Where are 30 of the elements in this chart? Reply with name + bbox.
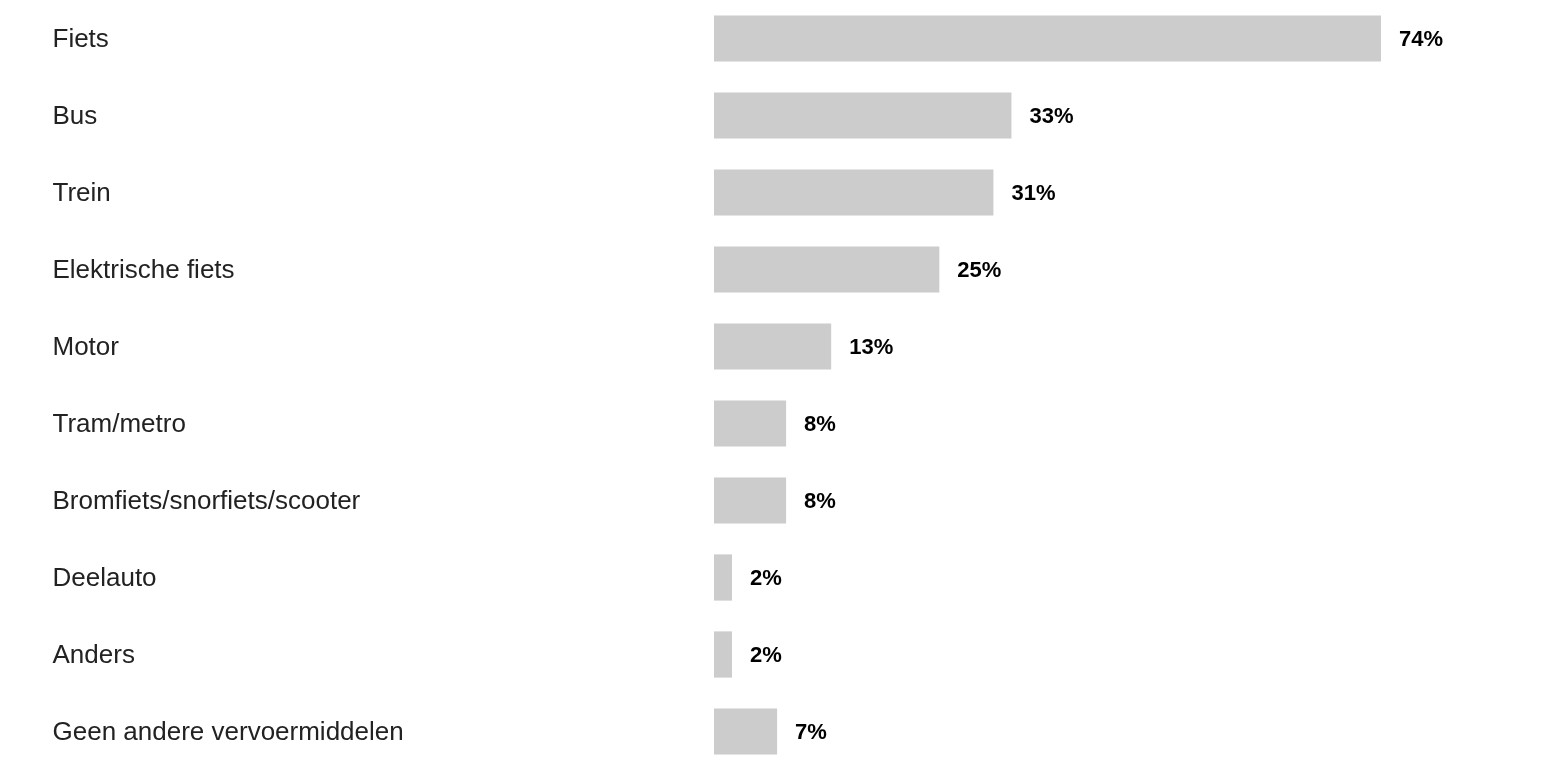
bar [714,92,1012,139]
y-tick-label: Fiets [52,22,109,53]
data-label: 2% [750,641,782,667]
y-tick-label: Motor [52,330,120,361]
data-label: 7% [795,718,827,744]
y-tick-label: Tram/metro [52,407,186,438]
data-label: 31% [1011,179,1056,205]
bar [714,400,787,447]
y-tick-label: Geen andere vervoermiddelen [52,715,404,746]
data-label: 33% [1029,102,1074,128]
bar [714,554,733,601]
bar [714,477,787,524]
y-tick-label: Anders [52,638,135,669]
data-label: 8% [804,487,836,513]
bar [714,631,733,678]
bar [714,15,1381,62]
data-label: 74% [1399,25,1444,51]
y-tick-label: Trein [52,176,111,207]
bar [714,323,832,370]
data-label: 8% [804,410,836,436]
data-label: 13% [849,333,894,359]
y-tick-label: Elektrische fiets [52,253,235,284]
y-tick-label: Deelauto [52,561,157,592]
y-tick-label: Bus [52,99,98,130]
bar [714,169,994,216]
data-label: 2% [750,564,782,590]
y-tick-label: Bromfiets/snorfiets/scooter [52,484,361,515]
data-label: 25% [957,256,1002,282]
bar [714,246,940,293]
bar [714,708,778,755]
